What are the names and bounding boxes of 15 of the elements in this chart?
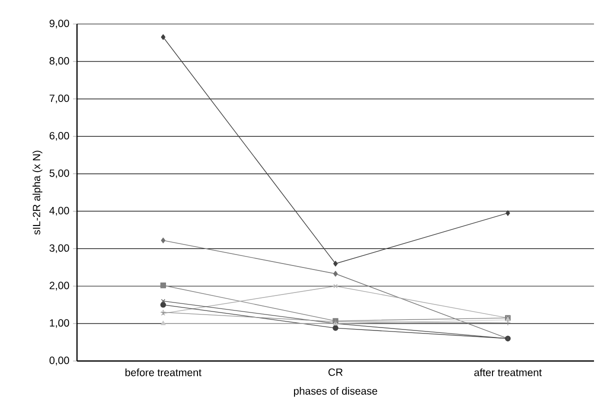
y-tick-label: 4,00	[49, 206, 70, 216]
y-tick-label: 1,00	[50, 319, 70, 328]
y-tick-label: 2,00	[50, 282, 70, 290]
y-tick-label: 5,00	[50, 169, 70, 178]
y-tick-label: 7,00	[50, 94, 70, 104]
y-tick-label: 9,00	[50, 20, 70, 28]
y-axis-title: sIL-2R alpha (x N)	[32, 150, 42, 235]
x-axis-title: phases of disease	[294, 387, 378, 397]
y-tick-label: 0,00	[50, 356, 70, 366]
x-tick-label: after treatment	[474, 368, 542, 376]
x-tick-label: before treatment	[125, 368, 202, 376]
y-tick-label: 6,00	[50, 132, 70, 141]
x-tick-label: CR	[328, 368, 343, 376]
y-tick-label: 8,00	[50, 57, 70, 66]
y-tick-label: 3,00	[50, 244, 70, 253]
